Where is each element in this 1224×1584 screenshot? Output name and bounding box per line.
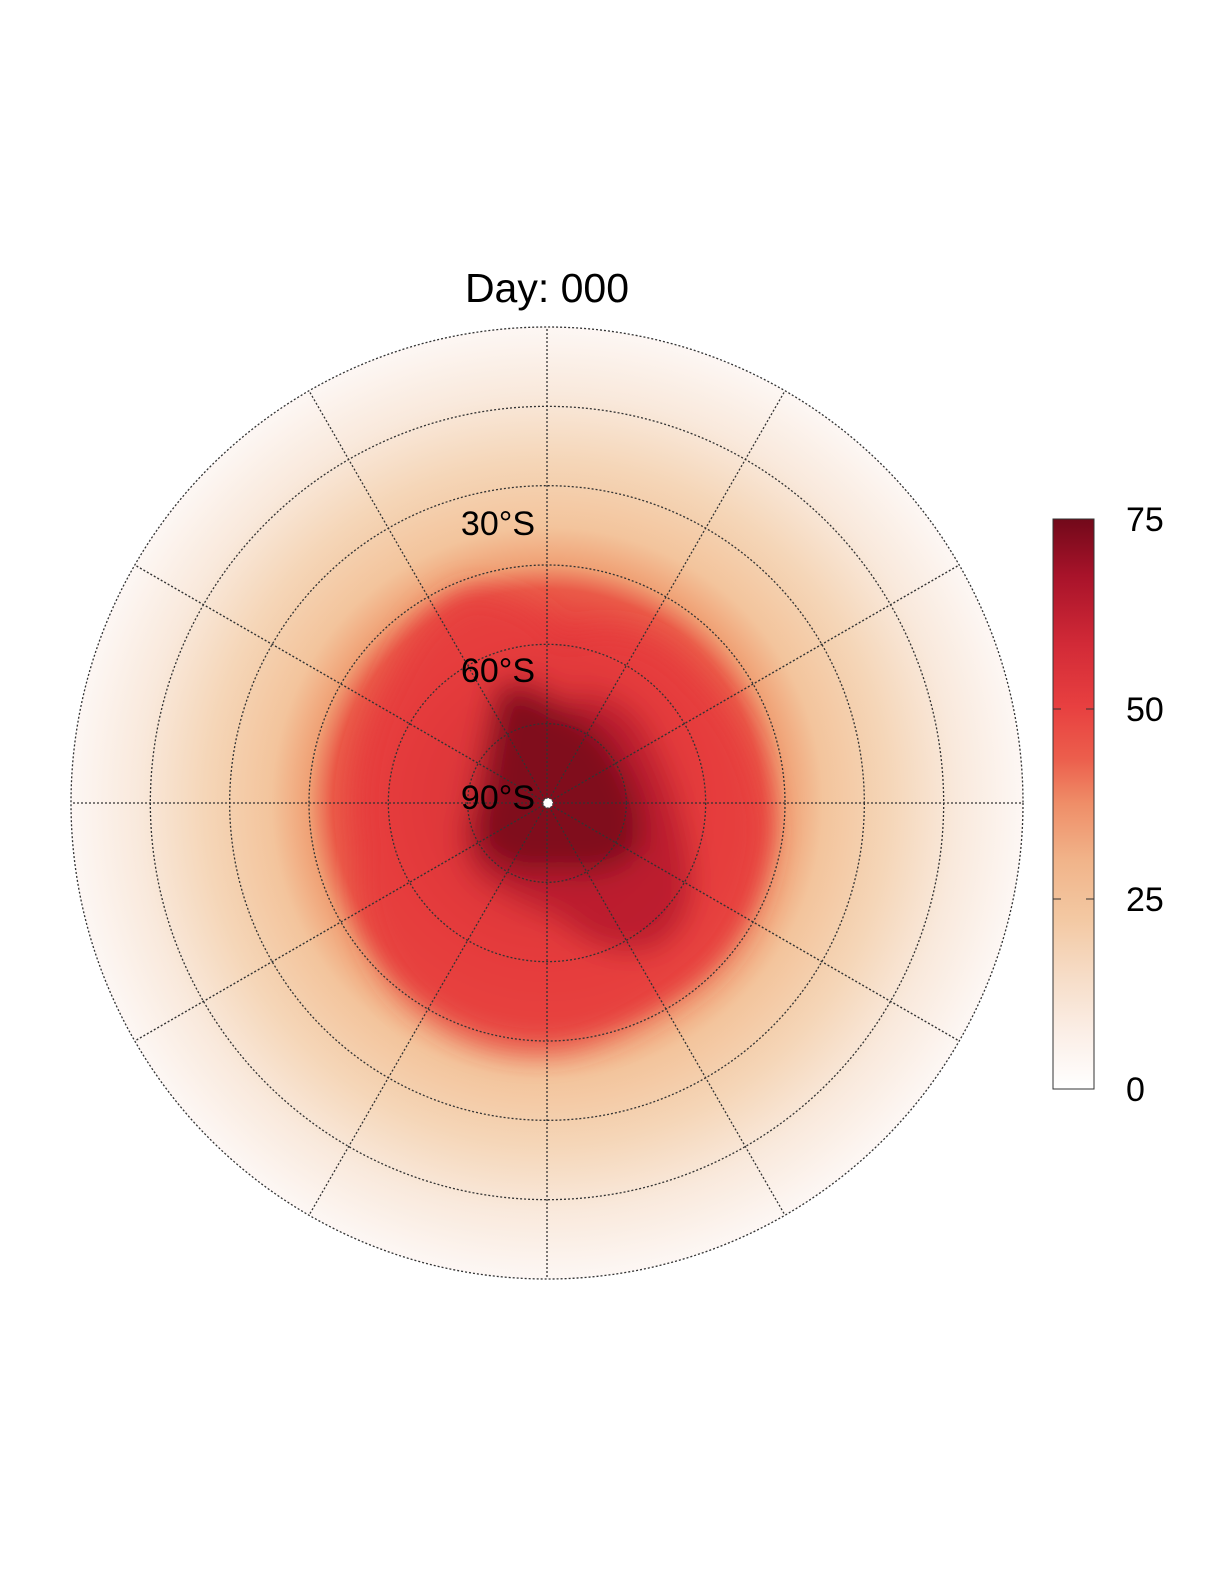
lat-circle (70, 326, 1024, 1280)
lon-spoke (134, 564, 548, 804)
lon-spoke (134, 802, 548, 1042)
lat-circle (387, 643, 707, 963)
chart-title: Day: 000 (465, 265, 629, 311)
map-grid (70, 326, 1024, 1280)
lon-spoke (546, 564, 960, 804)
colorbar-tick-label: 25 (1126, 881, 1164, 919)
colorbar-tick-label: 75 (1126, 501, 1164, 539)
lon-spoke (308, 802, 548, 1216)
colorbar-tick-label: 0 (1126, 1071, 1145, 1109)
lat-circle (467, 723, 627, 883)
lon-spoke (546, 802, 786, 1216)
colorbar-ticks: 0 25 50 75 (1053, 501, 1164, 1109)
lat-label-90s: 90°S (461, 779, 535, 817)
lat-label-60s: 60°S (461, 652, 535, 690)
pole-marker (542, 797, 554, 809)
lon-spoke (546, 390, 786, 804)
colorbar-fill (1052, 518, 1095, 1090)
colorbar-tick-label: 50 (1126, 691, 1164, 729)
lon-spoke (308, 390, 548, 804)
colorbar: 0 25 50 75 (1052, 501, 1164, 1109)
lon-spoke (546, 802, 960, 1042)
lat-label-30s: 30°S (461, 505, 535, 543)
